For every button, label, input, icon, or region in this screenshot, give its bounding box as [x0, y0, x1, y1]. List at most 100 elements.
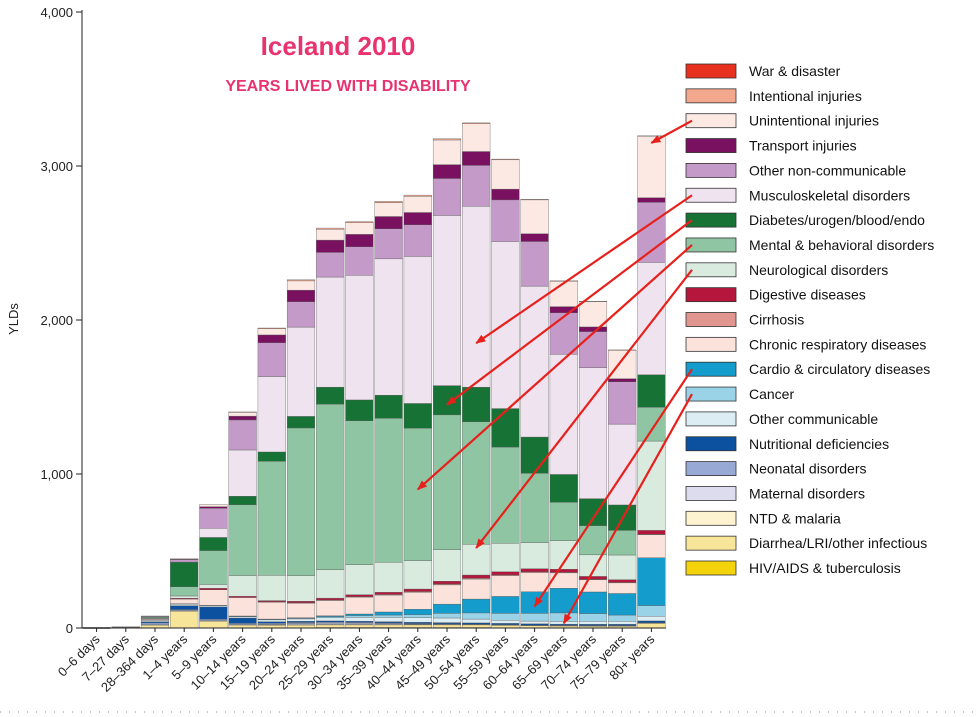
bar-segment — [257, 342, 286, 377]
bar-segment — [432, 385, 462, 416]
bar-segment — [199, 528, 228, 538]
bar-segment — [549, 588, 578, 614]
bar-segment — [228, 575, 257, 597]
bar-segment — [345, 420, 374, 565]
legend-item: Diarrhea/LRI/other infectious — [685, 535, 927, 551]
legend-label: HIV/AIDS & tuberculosis — [749, 560, 901, 576]
annotation-arrow — [475, 269, 693, 549]
bar-segment — [432, 549, 462, 582]
bar-segment — [345, 222, 374, 235]
bar-segment — [374, 621, 403, 624]
y-tick-label: 1,000 — [40, 467, 73, 482]
bar-segment — [374, 614, 403, 618]
bar-segment — [549, 474, 578, 503]
bar-segment — [637, 616, 666, 622]
y-tick-label: 3,000 — [40, 159, 73, 174]
bar-segment — [637, 530, 666, 535]
bar-stack — [403, 194, 432, 629]
bar-segment — [286, 289, 316, 302]
bar-segment — [578, 525, 608, 556]
bar-segment — [549, 312, 578, 355]
bar-segment — [316, 597, 345, 601]
bar-segment — [170, 561, 199, 587]
bar-segment — [403, 196, 432, 213]
legend-item: Transport injuries — [685, 138, 857, 154]
bar-segment — [637, 605, 666, 617]
y-tick-label: 2,000 — [40, 313, 73, 328]
bar-segment — [637, 135, 666, 198]
bar-segment — [111, 626, 140, 628]
bar-segment — [491, 613, 520, 621]
bar-segment — [491, 158, 520, 161]
bar-segment — [228, 449, 257, 497]
bar-segment — [403, 403, 432, 429]
y-tick-label: 0 — [66, 621, 73, 636]
legend-swatch — [685, 436, 737, 452]
bar-segment — [637, 620, 666, 623]
bar-segment — [316, 227, 345, 230]
bar-segment — [403, 560, 432, 590]
bar-segment — [345, 617, 374, 622]
bar-segment — [578, 301, 608, 302]
bar-segment — [403, 617, 432, 623]
bar-stack — [374, 201, 403, 629]
legend-swatch — [685, 63, 737, 79]
bar-segment — [403, 224, 432, 257]
annotation-arrow — [562, 393, 693, 625]
legend-item: HIV/AIDS & tuberculosis — [685, 560, 901, 576]
bar-segment — [520, 568, 549, 572]
bar-segment — [462, 123, 491, 152]
bar-segment — [286, 601, 316, 603]
bar-segment — [228, 617, 257, 624]
bar-segment — [257, 451, 286, 462]
bar-segment — [403, 588, 432, 592]
legend-label: Diarrhea/LRI/other infectious — [749, 535, 927, 551]
legend-label: Mental & behavioral disorders — [749, 237, 934, 253]
bar-segment — [286, 427, 316, 576]
bar-segment — [228, 596, 257, 598]
bar-segment — [578, 301, 608, 328]
bar-segment — [491, 159, 520, 190]
bar-segment — [462, 612, 491, 620]
bar-segment — [520, 542, 549, 569]
bar-segment — [257, 328, 286, 336]
bar-segment — [316, 624, 345, 628]
bar-segment — [228, 419, 257, 451]
legend-item: Unintentional injuries — [685, 113, 879, 129]
legend-swatch — [685, 411, 737, 427]
bar-segment — [199, 589, 228, 606]
bar-stack — [257, 327, 286, 629]
legend-item: Musculoskeletal disorders — [685, 187, 910, 203]
bar-segment — [432, 624, 462, 628]
legend-item: Other non-communicable — [685, 162, 906, 178]
bar-segment — [578, 591, 608, 614]
legend-label: Intentional injuries — [749, 88, 862, 104]
legend-item: Neonatal disorders — [685, 461, 867, 477]
bar-segment — [462, 574, 491, 579]
bar-segment — [403, 609, 432, 615]
bar-segment — [199, 508, 228, 529]
bar-stack — [199, 504, 228, 629]
bar-segment — [549, 612, 578, 622]
bar-segment — [374, 418, 403, 563]
chart-subtitle: YEARS LIVED WITH DISABILITY — [225, 78, 471, 95]
bar-segment — [637, 557, 666, 606]
bar-segment — [345, 594, 374, 597]
bar-segment — [374, 611, 403, 616]
legend-item: Intentional injuries — [685, 88, 862, 104]
bar-segment — [170, 559, 199, 563]
bar-segment — [578, 576, 608, 580]
bar-segment — [637, 440, 666, 531]
legend-label: Unintentional injuries — [749, 113, 879, 129]
bar-segment — [374, 201, 403, 203]
bar-segment — [520, 436, 549, 474]
bar-segment — [345, 246, 374, 276]
legend-swatch — [685, 138, 737, 153]
bar-segment — [170, 610, 199, 629]
bar-segment — [549, 502, 578, 541]
bar-segment — [345, 624, 374, 628]
legend-label: Chronic respiratory diseases — [749, 336, 926, 352]
legend-swatch — [685, 262, 737, 278]
legend-label: Transport injuries — [749, 138, 857, 154]
